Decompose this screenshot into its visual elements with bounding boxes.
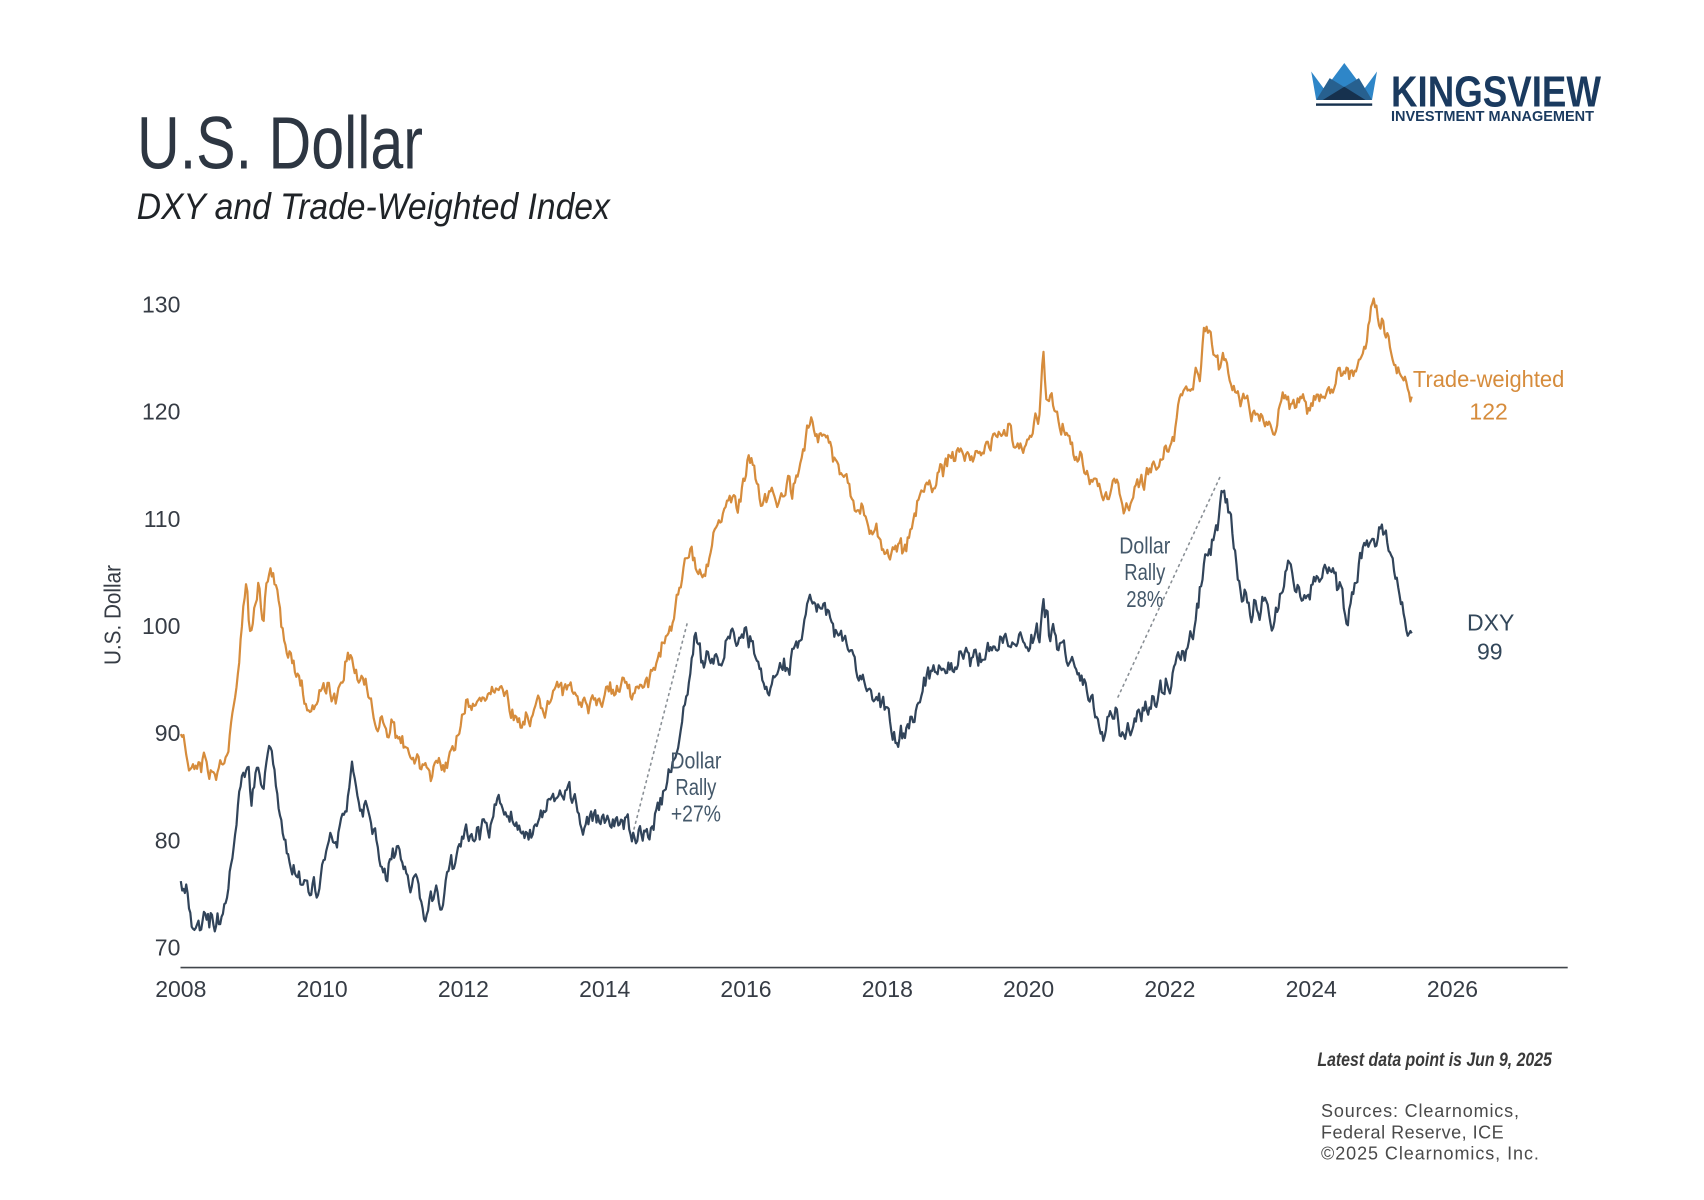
svg-text:80: 80 (155, 827, 181, 853)
svg-text:28%: 28% (1126, 586, 1163, 612)
svg-text:2010: 2010 (297, 976, 348, 1002)
svg-text:122: 122 (1469, 398, 1507, 424)
svg-text:+27%: +27% (671, 800, 721, 826)
svg-text:2018: 2018 (862, 976, 913, 1002)
svg-text:2020: 2020 (1003, 976, 1054, 1002)
svg-text:Federal Reserve, ICE: Federal Reserve, ICE (1321, 1122, 1504, 1142)
svg-text:99: 99 (1477, 639, 1503, 665)
svg-text:Trade-weighted: Trade-weighted (1413, 366, 1564, 392)
svg-text:Dollar: Dollar (1119, 532, 1170, 558)
svg-text:2016: 2016 (720, 976, 771, 1002)
svg-text:KINGSVIEW: KINGSVIEW (1391, 69, 1602, 117)
svg-text:Rally: Rally (1124, 559, 1165, 585)
svg-text:Rally: Rally (675, 774, 716, 800)
svg-text:2008: 2008 (155, 976, 206, 1002)
svg-text:70: 70 (155, 935, 181, 961)
svg-text:90: 90 (155, 720, 181, 746)
svg-text:©2025 Clearnomics, Inc.: ©2025 Clearnomics, Inc. (1321, 1144, 1539, 1164)
svg-text:Sources: Clearnomics,: Sources: Clearnomics, (1321, 1101, 1519, 1121)
svg-text:120: 120 (142, 399, 180, 425)
svg-text:2022: 2022 (1144, 976, 1195, 1002)
svg-text:DXY: DXY (1467, 609, 1514, 635)
svg-text:2024: 2024 (1286, 976, 1337, 1002)
svg-text:2026: 2026 (1427, 976, 1478, 1002)
svg-text:U.S. Dollar: U.S. Dollar (99, 565, 125, 665)
svg-text:100: 100 (142, 613, 180, 639)
svg-text:Dollar: Dollar (670, 747, 721, 773)
svg-text:INVESTMENT MANAGEMENT: INVESTMENT MANAGEMENT (1391, 108, 1594, 125)
svg-text:DXY and Trade-Weighted Index: DXY and Trade-Weighted Index (137, 186, 611, 227)
svg-text:2014: 2014 (579, 976, 630, 1002)
svg-text:130: 130 (142, 291, 180, 317)
svg-text:Latest data point is Jun 9, 20: Latest data point is Jun 9, 2025 (1317, 1050, 1552, 1071)
svg-text:110: 110 (144, 506, 181, 532)
svg-text:2012: 2012 (438, 976, 489, 1002)
svg-text:U.S. Dollar: U.S. Dollar (137, 102, 423, 185)
